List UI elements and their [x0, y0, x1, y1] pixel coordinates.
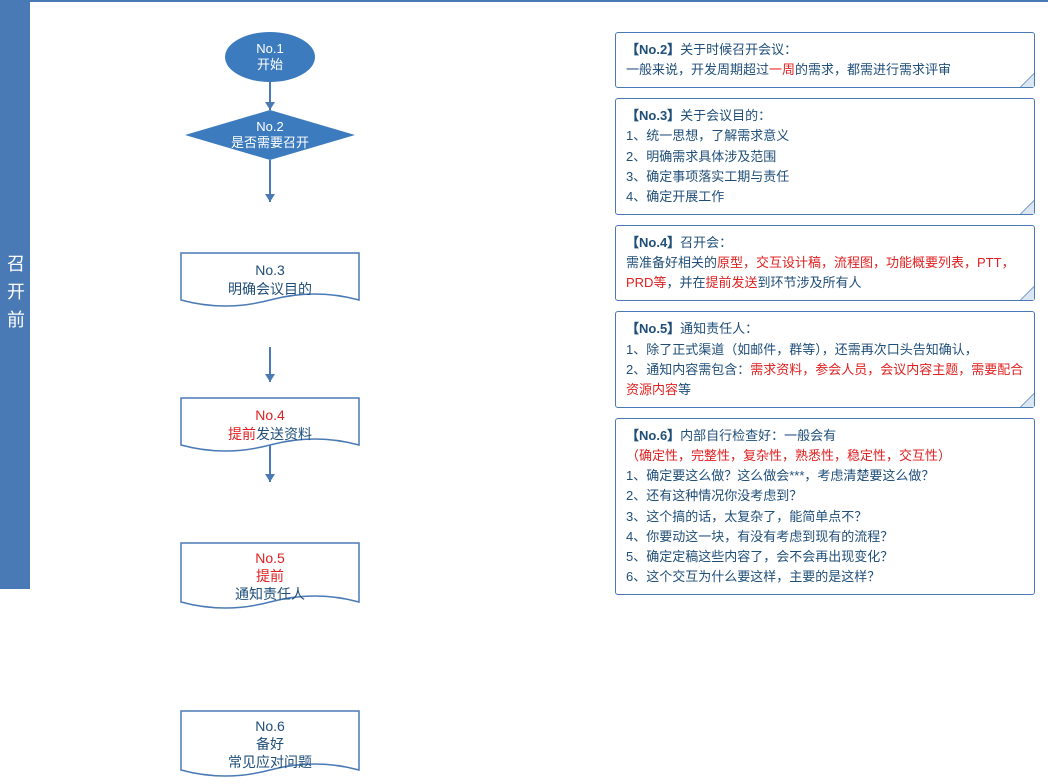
flow-node-doc-5: No.5 提前 通知责任人	[180, 542, 360, 610]
note-text: 等	[678, 382, 691, 397]
note-2: 【No.2】关于时候召开会议： 一般来说，开发周期超过一周的需求，都需进行需求评…	[615, 32, 1035, 88]
note-text: 需准备好相关的	[626, 255, 717, 270]
note-tag: 【No.2】	[626, 42, 680, 57]
flow-node-start: No.1 开始	[225, 32, 315, 82]
node-no: No.6	[255, 717, 285, 735]
note-3: 【No.3】关于会议目的： 1、统一思想，了解需求意义 2、明确需求具体涉及范围…	[615, 98, 1035, 215]
node-no: No.2	[256, 119, 283, 135]
note-line: 4、你要动这一块，有没有考虑到现有的流程？	[626, 529, 893, 544]
note-line: 3、确定事项落实工期与责任	[626, 169, 789, 184]
notes-area: 【No.2】关于时候召开会议： 一般来说，开发周期超过一周的需求，都需进行需求评…	[615, 32, 1035, 595]
node-no: No.3	[255, 261, 285, 279]
note-title: 关于会议目的：	[680, 108, 771, 123]
node-no: No.4	[255, 406, 285, 424]
note-text: ，并在	[666, 275, 705, 290]
note-text: 的需求，都需进行需求评审	[795, 62, 951, 77]
note-text: 2、通知内容需包含：	[626, 362, 750, 377]
note-line: 1、统一思想，了解需求意义	[626, 128, 789, 143]
note-title: 召开会：	[680, 235, 732, 250]
flow-node-doc-6: No.6 备好 常见应对问题	[180, 710, 360, 778]
note-4: 【No.4】召开会： 需准备好相关的原型，交互设计稿，流程图，功能概要列表，PT…	[615, 225, 1035, 301]
note-line: 5、确定定稿这些内容了，会不会再出现变化？	[626, 549, 893, 564]
arrowhead	[265, 374, 275, 382]
note-text-red: 一周	[769, 62, 795, 77]
node-no: No.5	[255, 549, 285, 567]
note-6: 【No.6】内部自行检查好：一般会有 （确定性，完整性，复杂性，熟悉性，稳定性，…	[615, 418, 1035, 595]
section-label: 召开前	[0, 2, 30, 589]
flow-node-doc-4: No.4 提前发送资料	[180, 397, 360, 452]
flow-node-decision: No.2 是否需要召开	[185, 110, 355, 160]
node-label: 提前发送资料	[228, 425, 312, 443]
note-line: 1、确定要这么做？这么做会***，考虑清楚要这么做？	[626, 468, 934, 483]
fold-corner-icon	[1020, 73, 1034, 87]
node-label-red: 提前	[256, 567, 284, 585]
note-title: 内部自行检查好：一般会有	[680, 428, 836, 443]
note-tag: 【No.4】	[626, 235, 680, 250]
note-tag: 【No.6】	[626, 428, 680, 443]
note-tag: 【No.5】	[626, 321, 680, 336]
flowchart-area: No.1 开始 No.2 是否需要召开 No.3 明确会议目的 No.4 提前发…	[30, 2, 510, 589]
note-line: 2、还有这种情况你没考虑到？	[626, 488, 802, 503]
note-line: 1、除了正式渠道（如邮件，群等），还需再次口头告知确认，	[626, 342, 978, 357]
node-label: 开始	[257, 57, 283, 73]
fold-corner-icon	[1020, 286, 1034, 300]
arrowhead	[265, 474, 275, 482]
note-tag: 【No.3】	[626, 108, 680, 123]
fold-corner-icon	[1020, 200, 1034, 214]
node-label: 常见应对问题	[228, 753, 312, 771]
note-5: 【No.5】通知责任人： 1、除了正式渠道（如邮件，群等），还需再次口头告知确认…	[615, 311, 1035, 408]
arrowhead	[265, 102, 275, 110]
flow-node-doc-3: No.3 明确会议目的	[180, 252, 360, 307]
note-text: 一般来说，开发周期超过	[626, 62, 769, 77]
node-label: 备好	[256, 735, 284, 753]
note-line: 3、这个搞的话，太复杂了，能简单点不？	[626, 509, 867, 524]
node-label: 明确会议目的	[228, 280, 312, 298]
node-label: 是否需要召开	[231, 135, 309, 151]
arrowhead	[265, 194, 275, 202]
fold-corner-icon	[1020, 393, 1034, 407]
note-text-red: 提前发送	[705, 275, 757, 290]
note-text-red: （确定性，完整性，复杂性，熟悉性，稳定性，交互性）	[626, 448, 951, 463]
note-title: 通知责任人：	[680, 321, 758, 336]
note-title: 关于时候召开会议：	[680, 42, 797, 57]
note-line: 4、确定开展工作	[626, 189, 724, 204]
node-no: No.1	[256, 41, 283, 57]
node-label: 通知责任人	[235, 585, 305, 603]
note-line: 2、明确需求具体涉及范围	[626, 149, 776, 164]
note-line: 6、这个交互为什么要这样，主要的是这样？	[626, 569, 880, 584]
note-text: 到环节涉及所有人	[757, 275, 861, 290]
